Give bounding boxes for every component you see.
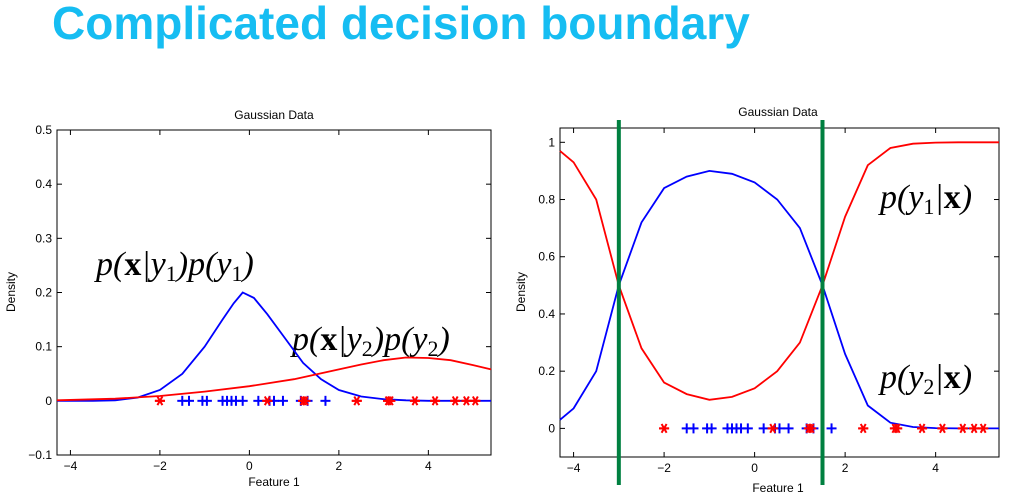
- chart2-sample-class2-marker: [957, 423, 968, 434]
- chart1-annotation-class2: p(x|y2)p(y2): [290, 321, 450, 361]
- chart2-sample-class1-marker: [826, 423, 837, 434]
- chart2-sample-class2-marker: [978, 423, 989, 434]
- chart2-annotation-class2: p(y2|x): [878, 359, 972, 399]
- chart1-ytick-label: 0.4: [35, 177, 52, 191]
- chart2-annotation-class1: p(y1|x): [878, 179, 972, 219]
- chart2-sample-class1-marker: [688, 423, 699, 434]
- chart1-sample-class2-marker: [409, 396, 420, 406]
- chart1-sample-class1-marker: [253, 395, 264, 406]
- chart2-xlabel: Feature 1: [752, 481, 804, 495]
- chart2-frame: [559, 127, 1000, 458]
- chart1-ylabel: Density: [4, 272, 18, 312]
- chart2-annotation-class2-end: ): [959, 359, 972, 396]
- chart1-sample-class2-marker: [385, 396, 396, 406]
- chart1-ytick-label: 0.5: [35, 123, 52, 137]
- chart1-sample-class1-marker: [183, 395, 194, 406]
- chart1-sample-class1-marker: [277, 395, 288, 406]
- chart2-annotation-class1-bar: |: [934, 179, 943, 216]
- chart2-annotation-class1-x: x: [944, 179, 961, 216]
- chart2-sample-class2-marker: [937, 423, 948, 434]
- chart1-xlabel: Feature 1: [248, 475, 300, 489]
- chart1-sample-class2-marker: [262, 396, 273, 406]
- chart2-sample-class1-marker: [783, 423, 794, 434]
- chart1-ytick-label: 0: [45, 394, 52, 408]
- chart1-sample-class2-marker: [351, 396, 362, 406]
- chart1-title: Gaussian Data: [234, 108, 314, 122]
- chart1-annotation-class2-p: )p(y: [371, 321, 429, 358]
- chart2-sample-class2-marker: [767, 423, 778, 434]
- chart2-ytick-label: 0.4: [538, 307, 555, 321]
- chart2-sample-class1-marker: [742, 423, 753, 434]
- chart1-sample-class2-marker: [470, 396, 481, 406]
- chart1-annotation-class1-x: x: [124, 246, 141, 283]
- chart2-sample-class2-marker: [917, 423, 928, 434]
- chart2-annotation-class2-bar: |: [934, 359, 943, 396]
- chart1-xtick-label: −4: [64, 459, 78, 473]
- chart1-annotation-class2-x: x: [320, 321, 337, 358]
- chart2-xtick-label: 2: [842, 461, 849, 475]
- chart2-series-1-line: [559, 169, 999, 430]
- chart1-annotation-class1-sub: 1: [166, 261, 177, 286]
- chart1-frame: [56, 129, 492, 456]
- chart1-annotation-class1-end: ): [241, 246, 254, 283]
- chart1-annotation-class1-sub2: 1: [232, 261, 243, 286]
- chart1-sample-class1-marker: [201, 395, 212, 406]
- chart1-sample-class2-marker: [461, 396, 472, 406]
- chart2-sample-class1-marker: [706, 423, 717, 434]
- chart1-xtick-label: 4: [425, 459, 432, 473]
- chart2-sample-class2-marker: [892, 423, 903, 434]
- chart1-ytick-label: 0.2: [35, 286, 52, 300]
- chart1-sample-class1-marker: [237, 395, 248, 406]
- chart2-xtick-label: −4: [567, 461, 581, 475]
- chart2-annotation-class1-end: ): [959, 179, 972, 216]
- chart2-sample-class1-marker: [758, 423, 769, 434]
- chart2-ytick-label: 0.6: [538, 250, 555, 264]
- chart2-ytick-label: 0.2: [538, 364, 555, 378]
- chart2-sample-class2-marker: [659, 423, 670, 434]
- chart2-annotation-class2-sub: 2: [923, 374, 934, 399]
- slide-title: Complicated decision boundary: [52, 0, 750, 49]
- chart1-ytick-label: −0.1: [28, 448, 52, 462]
- chart2-ytick-label: 0.8: [538, 193, 555, 207]
- chart2-annotation-class2-x: x: [944, 359, 961, 396]
- chart2-sample-class2-marker: [806, 423, 817, 434]
- chart1-sample-class1-marker: [320, 395, 331, 406]
- chart2-title: Gaussian Data: [738, 105, 818, 119]
- chart1-ytick-label: 0.3: [35, 231, 52, 245]
- chart2-ytick-label: 1: [548, 135, 555, 149]
- chart1-annotation-class2-sub2: 2: [428, 336, 439, 361]
- chart1-sample-class2-marker: [300, 396, 311, 406]
- chart1-sample-class2-marker: [430, 396, 441, 406]
- chart2-ylabel: Density: [514, 272, 528, 312]
- chart1-plot: −0.1 0 0.1 0.2 0.3 0.4 0.5 −4 −2 0 2 4: [28, 123, 492, 473]
- chart1-series-2-line: [56, 356, 492, 402]
- chart1-sample-class2-marker: [154, 396, 165, 406]
- chart1-annotation-class2-sub: 2: [362, 336, 373, 361]
- chart1-xtick-label: 0: [246, 459, 253, 473]
- chart2-plot: 0 0.2 0.4 0.6 0.8 1 −4 −2 0 2 4: [538, 120, 1000, 485]
- chart1-annotation-class1: p(x|y1)p(y1): [94, 246, 254, 286]
- chart2-sample-class2-marker: [969, 423, 980, 434]
- chart2-series-2-line: [559, 141, 999, 401]
- chart2-xtick-label: 0: [751, 461, 758, 475]
- chart2-sample-class2-marker: [858, 423, 869, 434]
- chart2-ytick-label: 0: [548, 421, 555, 435]
- chart1-xtick-label: 2: [336, 459, 343, 473]
- chart1-ytick-label: 0.1: [35, 340, 52, 354]
- chart2-xtick-label: −2: [657, 461, 671, 475]
- chart1-xtick-label: −2: [153, 459, 167, 473]
- chart1-annotation-class2-end: ): [437, 321, 450, 358]
- chart2-annotation-class1-sub: 1: [923, 194, 934, 219]
- chart1-sample-class2-marker: [450, 396, 461, 406]
- chart1-annotation-class1-p: )p(y: [175, 246, 233, 283]
- chart2-xtick-label: 4: [932, 461, 939, 475]
